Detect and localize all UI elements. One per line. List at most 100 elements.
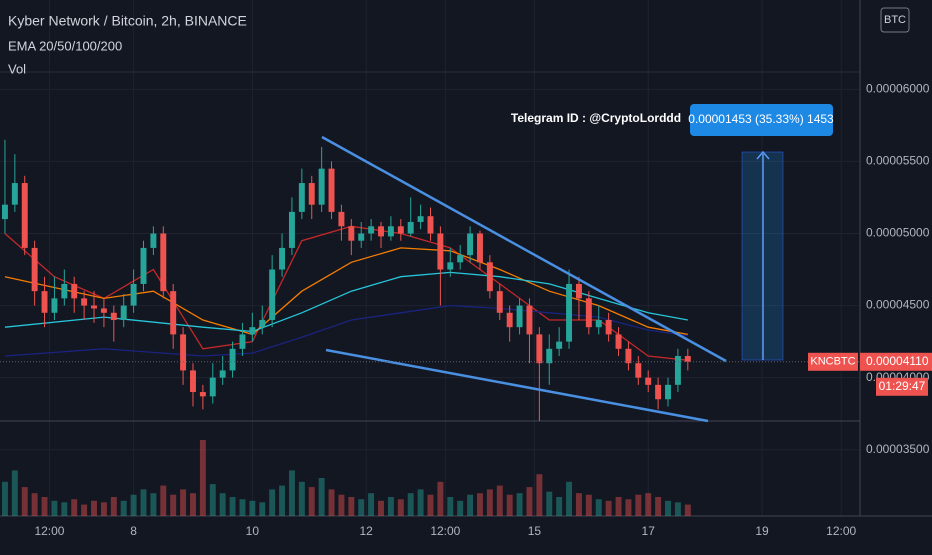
candle-body bbox=[447, 262, 454, 270]
price-label: 0.00004110 bbox=[866, 354, 929, 368]
candle-body bbox=[407, 221, 414, 234]
volume-bar bbox=[170, 494, 177, 516]
volume-bar bbox=[467, 494, 474, 516]
candle-body bbox=[51, 298, 58, 313]
x-tick-label: 12 bbox=[359, 524, 373, 538]
candle-body bbox=[318, 168, 325, 205]
y-tick-label: 0.00006000 bbox=[866, 82, 930, 96]
y-tick-label: 0.00004500 bbox=[866, 298, 930, 312]
candle-body bbox=[328, 168, 335, 212]
volume-bar bbox=[447, 497, 454, 516]
candle-body bbox=[655, 384, 662, 400]
candle-body bbox=[417, 216, 424, 222]
grid bbox=[0, 0, 860, 516]
volume-bar bbox=[684, 504, 691, 516]
position-label: 0.00001453 (35.33%) 1453 bbox=[688, 112, 834, 126]
volume-bar bbox=[239, 499, 246, 516]
candle-body bbox=[170, 291, 177, 335]
volume-bar bbox=[209, 484, 216, 516]
volume-bar bbox=[110, 497, 117, 516]
volume-bar bbox=[259, 502, 266, 516]
candle-body bbox=[71, 283, 78, 299]
volume-bar bbox=[338, 494, 345, 516]
volume-bar bbox=[328, 489, 335, 516]
candle-body bbox=[516, 305, 523, 328]
volume-bar bbox=[219, 493, 226, 516]
candle-body bbox=[378, 226, 384, 237]
volume-bar bbox=[279, 485, 286, 516]
candle-body bbox=[635, 363, 642, 378]
volume-bar bbox=[605, 500, 612, 516]
currency-button-frame[interactable] bbox=[880, 7, 910, 33]
x-tick-label: 15 bbox=[528, 524, 542, 538]
volume-bar bbox=[585, 494, 592, 516]
candle-body bbox=[546, 348, 553, 364]
candle-body bbox=[21, 183, 28, 248]
volume-bar bbox=[397, 499, 404, 516]
volume-bar bbox=[516, 493, 523, 516]
volume-bar bbox=[655, 497, 662, 516]
indicator-vol: Vol bbox=[8, 61, 26, 76]
trendline-upper bbox=[321, 135, 727, 363]
candle-body bbox=[288, 211, 295, 248]
candle-body bbox=[427, 216, 434, 234]
y-tick-label: 0.00003500 bbox=[866, 442, 930, 456]
volume-bar bbox=[180, 489, 187, 516]
candle-body bbox=[486, 262, 493, 292]
volume-bar bbox=[120, 500, 127, 516]
candle-body bbox=[665, 384, 671, 400]
candle-body bbox=[338, 211, 345, 227]
symbol-label-box bbox=[808, 352, 858, 371]
volume-bar bbox=[665, 500, 671, 516]
candle-body bbox=[397, 226, 404, 234]
volume-bar bbox=[150, 493, 157, 516]
volume-bar bbox=[477, 493, 483, 516]
candle-body bbox=[120, 305, 127, 320]
candle-body bbox=[566, 283, 573, 342]
currency-button-label[interactable]: BTC bbox=[884, 14, 906, 26]
volume-bar bbox=[526, 487, 533, 516]
candle-body bbox=[684, 356, 691, 362]
candle-body bbox=[506, 312, 513, 328]
candle-body bbox=[1, 204, 8, 220]
volume-bar bbox=[387, 497, 394, 516]
candle-body bbox=[477, 233, 483, 263]
candle-body bbox=[259, 319, 266, 328]
candle-body bbox=[61, 283, 68, 299]
volume-bar bbox=[71, 499, 78, 516]
volume-bar bbox=[308, 487, 315, 516]
volume-bar bbox=[674, 502, 681, 516]
candle-body bbox=[229, 348, 236, 371]
volume-bar bbox=[417, 489, 424, 516]
volume-bar bbox=[575, 493, 582, 516]
volume-bar bbox=[269, 489, 276, 516]
volume-bar bbox=[91, 500, 97, 516]
volume-bar bbox=[496, 485, 503, 516]
volume-bar bbox=[318, 478, 325, 516]
ema-line bbox=[4, 271, 688, 333]
candle-body bbox=[298, 183, 305, 212]
candle-body bbox=[100, 308, 107, 313]
indicator-ema: EMA 20/50/100/200 bbox=[8, 38, 122, 53]
currency-button[interactable]: BTC bbox=[880, 7, 910, 33]
current-price: KNCBTC 0.00004110 01:29:47 bbox=[0, 352, 932, 396]
candle-body bbox=[674, 356, 681, 385]
candles bbox=[1, 139, 691, 421]
price-label-box bbox=[860, 352, 932, 371]
volume-bar bbox=[130, 494, 137, 516]
volume-bar bbox=[546, 491, 553, 516]
candle-body bbox=[595, 319, 602, 328]
candle-body bbox=[358, 233, 365, 241]
volume-bar bbox=[595, 499, 602, 516]
candle-body bbox=[160, 233, 167, 292]
candle-body bbox=[605, 319, 612, 335]
volume-bar bbox=[61, 502, 68, 516]
volume-bar bbox=[358, 499, 365, 516]
volume-bar bbox=[615, 497, 622, 516]
volume-bar bbox=[31, 493, 38, 516]
candle-body bbox=[150, 233, 157, 248]
candle-body bbox=[615, 334, 622, 349]
candle-body bbox=[239, 334, 246, 349]
volume-bar bbox=[298, 481, 305, 516]
